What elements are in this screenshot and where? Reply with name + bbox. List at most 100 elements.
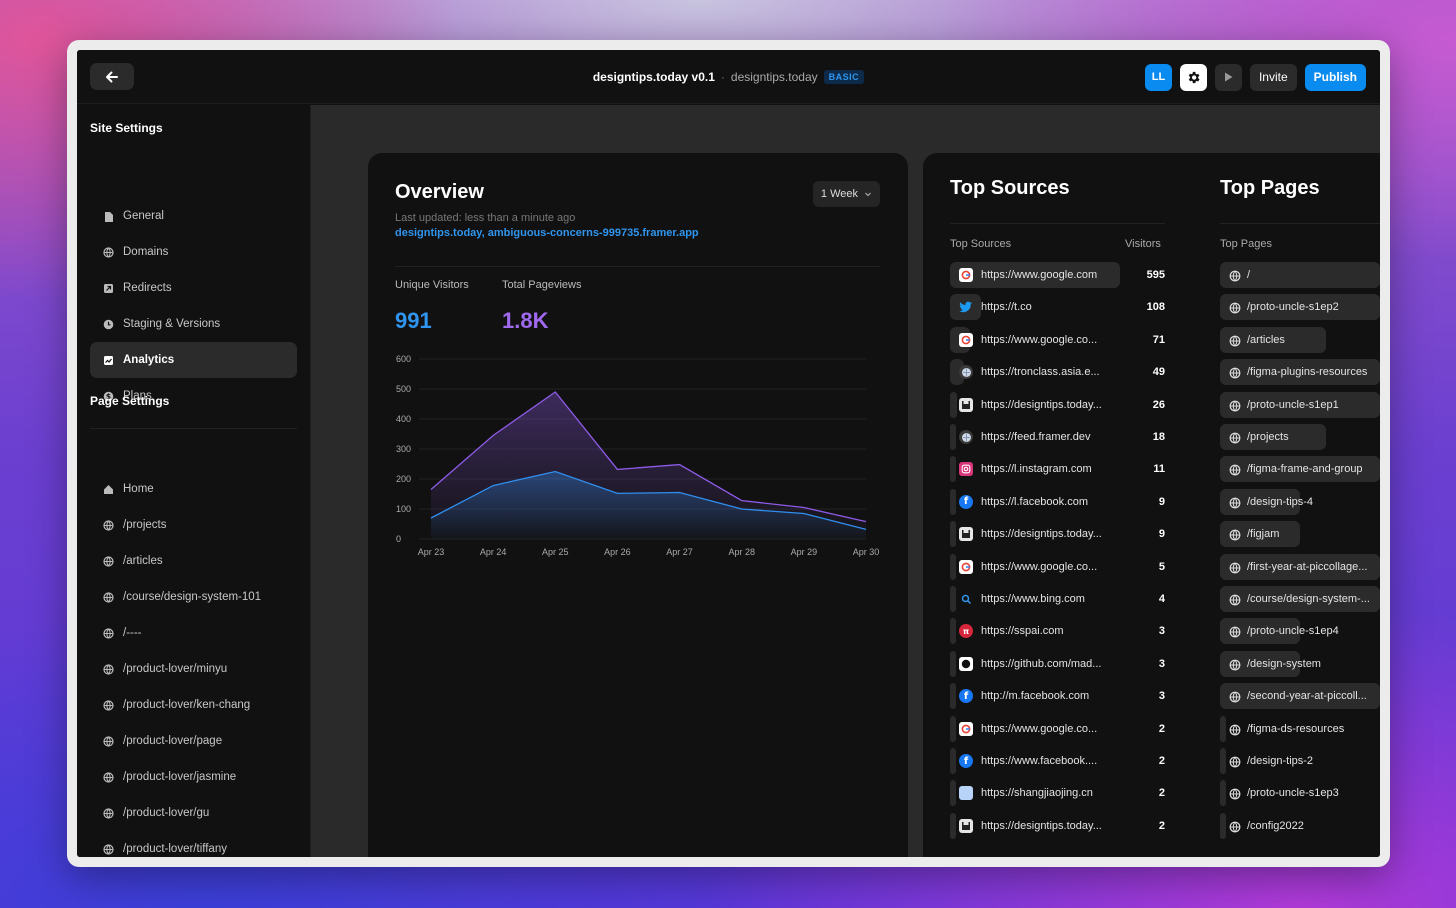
globe-icon [1229, 496, 1241, 509]
sidebar-item-projects[interactable]: /projects [90, 507, 297, 543]
source-url: https://www.google.co... [981, 333, 1098, 346]
page-row[interactable]: /articles [1220, 326, 1380, 353]
globe-icon [959, 365, 973, 380]
page-row[interactable]: /design-tips-4 [1220, 488, 1380, 515]
source-row[interactable]: https://www.google.com 595 [950, 262, 1165, 288]
source-row[interactable]: https://l.instagram.com 11 [950, 456, 1165, 483]
avatar[interactable]: LL [1144, 63, 1172, 91]
page-row[interactable]: /proto-uncle-s1ep3 [1220, 780, 1380, 807]
series-line-1 [430, 391, 867, 523]
range-dropdown[interactable]: 1 Week [812, 181, 880, 207]
sidebar-item-product-lover-minyu[interactable]: /product-lover/minyu [90, 651, 297, 687]
sidebar-item-staging-versions[interactable]: Staging & Versions [90, 306, 297, 342]
top-pages-title: Top Pages [1220, 177, 1320, 199]
page-row[interactable]: /proto-uncle-s1ep4 [1220, 618, 1380, 645]
source-row[interactable]: https://shangjiaojing.cn 2 [950, 780, 1165, 807]
floppy-icon [959, 818, 973, 833]
page-row[interactable]: /figma-ds-resources [1220, 715, 1380, 742]
sidebar-item-domains[interactable]: Domains [90, 234, 297, 270]
globe-icon [1229, 820, 1241, 833]
sidebar-item-course-design-system-101[interactable]: /course/design-system-101 [90, 579, 297, 615]
page-row[interactable]: /first-year-at-piccollage... [1220, 553, 1380, 580]
sidebar-item-plans[interactable]: $ Plans [90, 378, 297, 414]
project-name[interactable]: designtips.today v0.1 [592, 70, 715, 84]
source-url: https://feed.framer.dev [981, 431, 1091, 443]
page-row[interactable]: /proto-uncle-s1ep1 [1220, 391, 1380, 418]
floppy-icon [959, 527, 973, 542]
source-url: https://designtips.today... [981, 528, 1102, 541]
page-row[interactable]: /figjam [1220, 521, 1380, 548]
source-row[interactable]: https://feed.framer.dev 18 [950, 424, 1165, 450]
sidebar-item-product-lover-ken-chang[interactable]: /product-lover/ken-chang [90, 687, 297, 723]
preview-button[interactable] [1214, 63, 1242, 91]
page-path: /design-tips-4 [1247, 495, 1314, 508]
source-row[interactable]: https://www.google.co... 5 [950, 553, 1165, 580]
settings-button[interactable] [1179, 63, 1207, 91]
page-row[interactable]: /config2022 [1220, 812, 1380, 839]
page-row[interactable]: /second-year-at-piccoll... [1220, 683, 1380, 710]
page-row[interactable]: /design-system [1220, 650, 1380, 677]
framer-app: designtips.today v0.1 · designtips.today… [77, 50, 1380, 857]
overview-card: Overview 1 Week Last updated: less than … [368, 153, 908, 857]
y-tick-label: 500 [396, 384, 411, 394]
sidebar-item-product-lover-jasmine[interactable]: /product-lover/jasmine [90, 759, 297, 795]
source-row[interactable]: f https://l.facebook.com 9 [950, 488, 1165, 515]
source-visitors: 2 [1158, 819, 1165, 832]
globe-icon [1229, 528, 1241, 541]
sidebar-item-[interactable]: /---- [90, 615, 297, 651]
github-icon [959, 656, 973, 671]
page-row[interactable]: /proto-uncle-s1ep2 [1220, 294, 1380, 321]
top-bar: designtips.today v0.1 · designtips.today… [77, 50, 1380, 104]
page-path: / [1247, 269, 1251, 281]
publish-button[interactable]: Publish [1304, 63, 1366, 91]
page-row[interactable]: /projects [1220, 424, 1380, 450]
source-row[interactable]: https://designtips.today... 2 [950, 812, 1165, 839]
source-row[interactable]: https://designtips.today... 26 [950, 391, 1165, 418]
page-row[interactable]: /figma-frame-and-group [1220, 456, 1380, 483]
globe-icon [103, 519, 114, 531]
x-tick-label: Apr 23 [418, 547, 445, 557]
page-row[interactable]: / [1220, 262, 1380, 288]
source-row[interactable]: https://www.google.co... 71 [950, 326, 1165, 353]
source-visitors: 595 [1146, 269, 1165, 281]
source-row[interactable]: https://www.google.co... 2 [950, 715, 1165, 742]
redirect-icon [103, 283, 114, 294]
sidebar-item-general[interactable]: General [90, 198, 297, 234]
settings-sidebar: Site Settings General Domains Redirects Sta… [77, 105, 311, 857]
source-row[interactable]: https://github.com/mad... 3 [950, 650, 1165, 677]
page-row[interactable]: /design-tips-2 [1220, 748, 1380, 774]
sidebar-item-analytics[interactable]: Analytics [90, 342, 297, 378]
source-row[interactable]: π https://sspai.com 3 [950, 618, 1165, 645]
source-row[interactable]: https://t.co 108 [950, 294, 1165, 321]
sidebar-item-home[interactable]: Home [90, 471, 297, 507]
source-row[interactable]: f http://m.facebook.com 3 [950, 683, 1165, 710]
sidebar-item-label: Redirects [123, 282, 172, 294]
source-visitors: 108 [1146, 301, 1165, 314]
page-path: /figjam [1247, 528, 1280, 541]
source-bar [950, 391, 958, 418]
source-url: https://www.google.co... [981, 722, 1098, 735]
page-row[interactable]: /course/design-system-... [1220, 586, 1380, 612]
page-path: /config2022 [1247, 819, 1304, 832]
sspai-icon: π [959, 624, 973, 639]
project-domain[interactable]: designtips.today [730, 70, 818, 84]
sidebar-item-product-lover-page[interactable]: /product-lover/page [90, 723, 297, 759]
sidebar-item-articles[interactable]: /articles [90, 543, 297, 579]
twitter-icon [959, 300, 973, 314]
site-link-primary[interactable]: designtips.today [395, 227, 482, 239]
back-button[interactable] [90, 63, 134, 90]
home-icon [103, 484, 114, 495]
site-link-staging[interactable]: ambiguous-concerns-999735.framer.app [487, 227, 699, 239]
sidebar-item-product-lover-gu[interactable]: /product-lover/gu [90, 795, 297, 831]
source-row[interactable]: https://tronclass.asia.e... 49 [950, 359, 1165, 386]
globe-icon [1229, 755, 1241, 768]
svg-text:$: $ [106, 392, 111, 401]
invite-button[interactable]: Invite [1249, 63, 1297, 91]
source-row[interactable]: f https://www.facebook.... 2 [950, 748, 1165, 774]
sidebar-item-label: Home [123, 483, 154, 495]
sidebar-item-redirects[interactable]: Redirects [90, 270, 297, 306]
source-row[interactable]: https://www.bing.com 4 [950, 586, 1165, 612]
source-row[interactable]: https://designtips.today... 9 [950, 521, 1165, 548]
page-row[interactable]: /figma-plugins-resources [1220, 359, 1380, 386]
sidebar-item-product-lover-tiffany[interactable]: /product-lover/tiffany [90, 831, 297, 857]
